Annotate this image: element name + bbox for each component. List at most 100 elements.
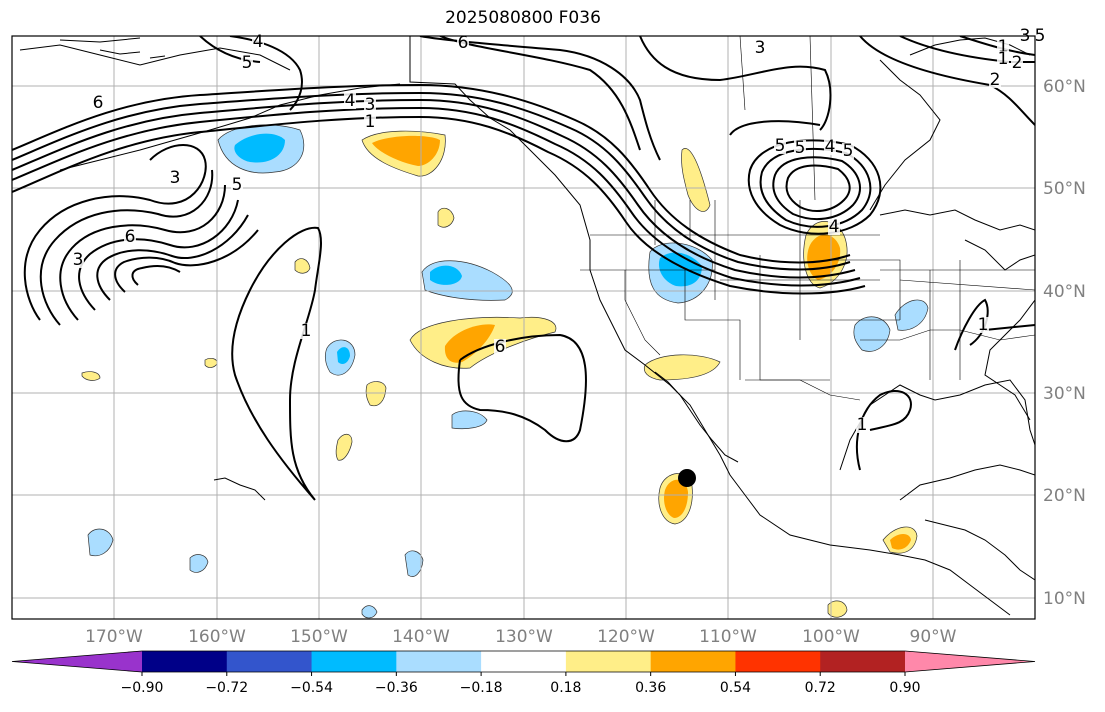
contour-label-bg [842, 143, 854, 159]
contour-line [439, 36, 641, 151]
contour-label-bg [1034, 28, 1046, 44]
contour-line [59, 184, 226, 321]
colorbar-tick-label: 0.72 [805, 680, 836, 696]
contour-label-bg [457, 35, 469, 51]
shaded-anomalies [81, 124, 929, 619]
contour-label: 5 [242, 53, 253, 73]
colorbar-segment [481, 651, 567, 672]
contour-line [231, 226, 322, 501]
contour-label-bg [989, 72, 1001, 88]
contour-label-bg [344, 93, 356, 109]
negative-anomaly-region [894, 299, 929, 331]
positive-anomaly-region [643, 354, 721, 381]
colorbar-tick-label: −0.54 [290, 680, 333, 696]
contour-line [12, 115, 866, 295]
contour-label-bg [977, 317, 989, 333]
contour-label-bg [494, 339, 506, 355]
contour-label-bg [754, 40, 766, 56]
contour-line [729, 120, 821, 136]
lat-label: 10°N [1043, 589, 1086, 609]
colorbar-tick-label: 0.54 [720, 680, 751, 696]
negative-anomaly-region [853, 316, 891, 352]
contour-line [12, 91, 851, 271]
contour-label: 6 [93, 93, 104, 113]
contour-line [96, 214, 249, 301]
contour-label-bg [824, 139, 836, 155]
contour-label-bg [169, 170, 181, 186]
positive-anomaly-region [294, 258, 311, 274]
colorbar-tick-label: 0.36 [635, 680, 666, 696]
lon-label: 140°W [392, 627, 450, 647]
contour-label-bg [997, 51, 1009, 67]
positive-anomaly-core [890, 534, 911, 550]
contour-line [785, 164, 851, 213]
contour-line [131, 264, 181, 286]
contour-line [114, 229, 259, 293]
lon-label: 100°W [802, 627, 860, 647]
longitude-labels: 170°W 160°W 150°W 140°W 130°W 120°W 110°… [85, 627, 957, 647]
lat-label: 50°N [1043, 179, 1086, 199]
colorbar-segment [565, 651, 652, 672]
contour-label: 4 [253, 32, 264, 52]
positive-anomaly-region [365, 381, 387, 407]
colorbar: −0.90 −0.72 −0.54 −0.36 −0.18 0.18 0.36 0.54 0.7… [11, 650, 1036, 696]
contour-label: 1 [998, 49, 1009, 69]
contour-label-bg [828, 219, 840, 235]
contour-label-bg [231, 177, 243, 193]
contour-label-bg [241, 55, 253, 71]
contour-label: 2 [1012, 53, 1023, 73]
colorbar-segment [396, 651, 482, 672]
contour-line [12, 98, 856, 279]
contour-line [859, 36, 1035, 126]
contour-label-bg [364, 97, 376, 113]
contour-label: 4 [345, 91, 356, 111]
positive-anomaly-core [444, 324, 495, 363]
negative-anomaly-region [189, 554, 209, 573]
negative-anomaly-region [87, 528, 114, 557]
contour-label: 3 [755, 38, 766, 58]
contour-label: 6 [458, 33, 469, 53]
colorbar-extend-low [12, 651, 142, 672]
colorbar-tick-label: −0.18 [460, 680, 503, 696]
positive-anomaly-core [664, 479, 688, 518]
contour-line [39, 169, 214, 326]
negative-anomaly-region [404, 550, 424, 577]
negative-anomaly-core [430, 265, 462, 285]
map-frame [11, 35, 1036, 620]
lon-label: 110°W [699, 627, 757, 647]
contour-label: 1 [998, 37, 1009, 57]
colorbar-segment [226, 651, 313, 672]
contour-label: 3 [170, 168, 181, 188]
graticule [12, 36, 1035, 619]
contour-label: 5 [843, 141, 854, 161]
map-title: 2025080800 F036 [445, 8, 601, 28]
negative-anomaly-core [337, 347, 350, 364]
contour-label: 1 [978, 315, 989, 335]
lon-label: 90°W [910, 627, 957, 647]
contour-line [457, 333, 587, 443]
contour-line [12, 83, 851, 264]
contour-label: 4 [825, 137, 836, 157]
contour-line [772, 156, 861, 220]
contour-label-bg [252, 34, 264, 50]
positive-anomaly-core [372, 135, 440, 166]
colorbar-segment [142, 651, 228, 672]
colorbar-tick-label: −0.72 [205, 680, 248, 696]
lat-label: 20°N [1043, 486, 1086, 506]
lat-label: 60°N [1043, 77, 1086, 97]
colorbar-tick-label: −0.90 [121, 680, 164, 696]
contour-label: 1 [365, 112, 376, 132]
positive-anomaly-region [204, 358, 218, 368]
contour-line [12, 106, 861, 287]
positive-anomaly-region [437, 207, 455, 228]
contour-line [199, 36, 261, 63]
contour-label-bg [92, 95, 104, 111]
contour-line [954, 298, 989, 351]
contour-label-bg [72, 252, 84, 268]
contour-label: 3 [365, 95, 376, 115]
colorbar-segment [820, 651, 906, 672]
contour-label: 6 [125, 227, 136, 247]
contour-label-bg [856, 417, 868, 433]
